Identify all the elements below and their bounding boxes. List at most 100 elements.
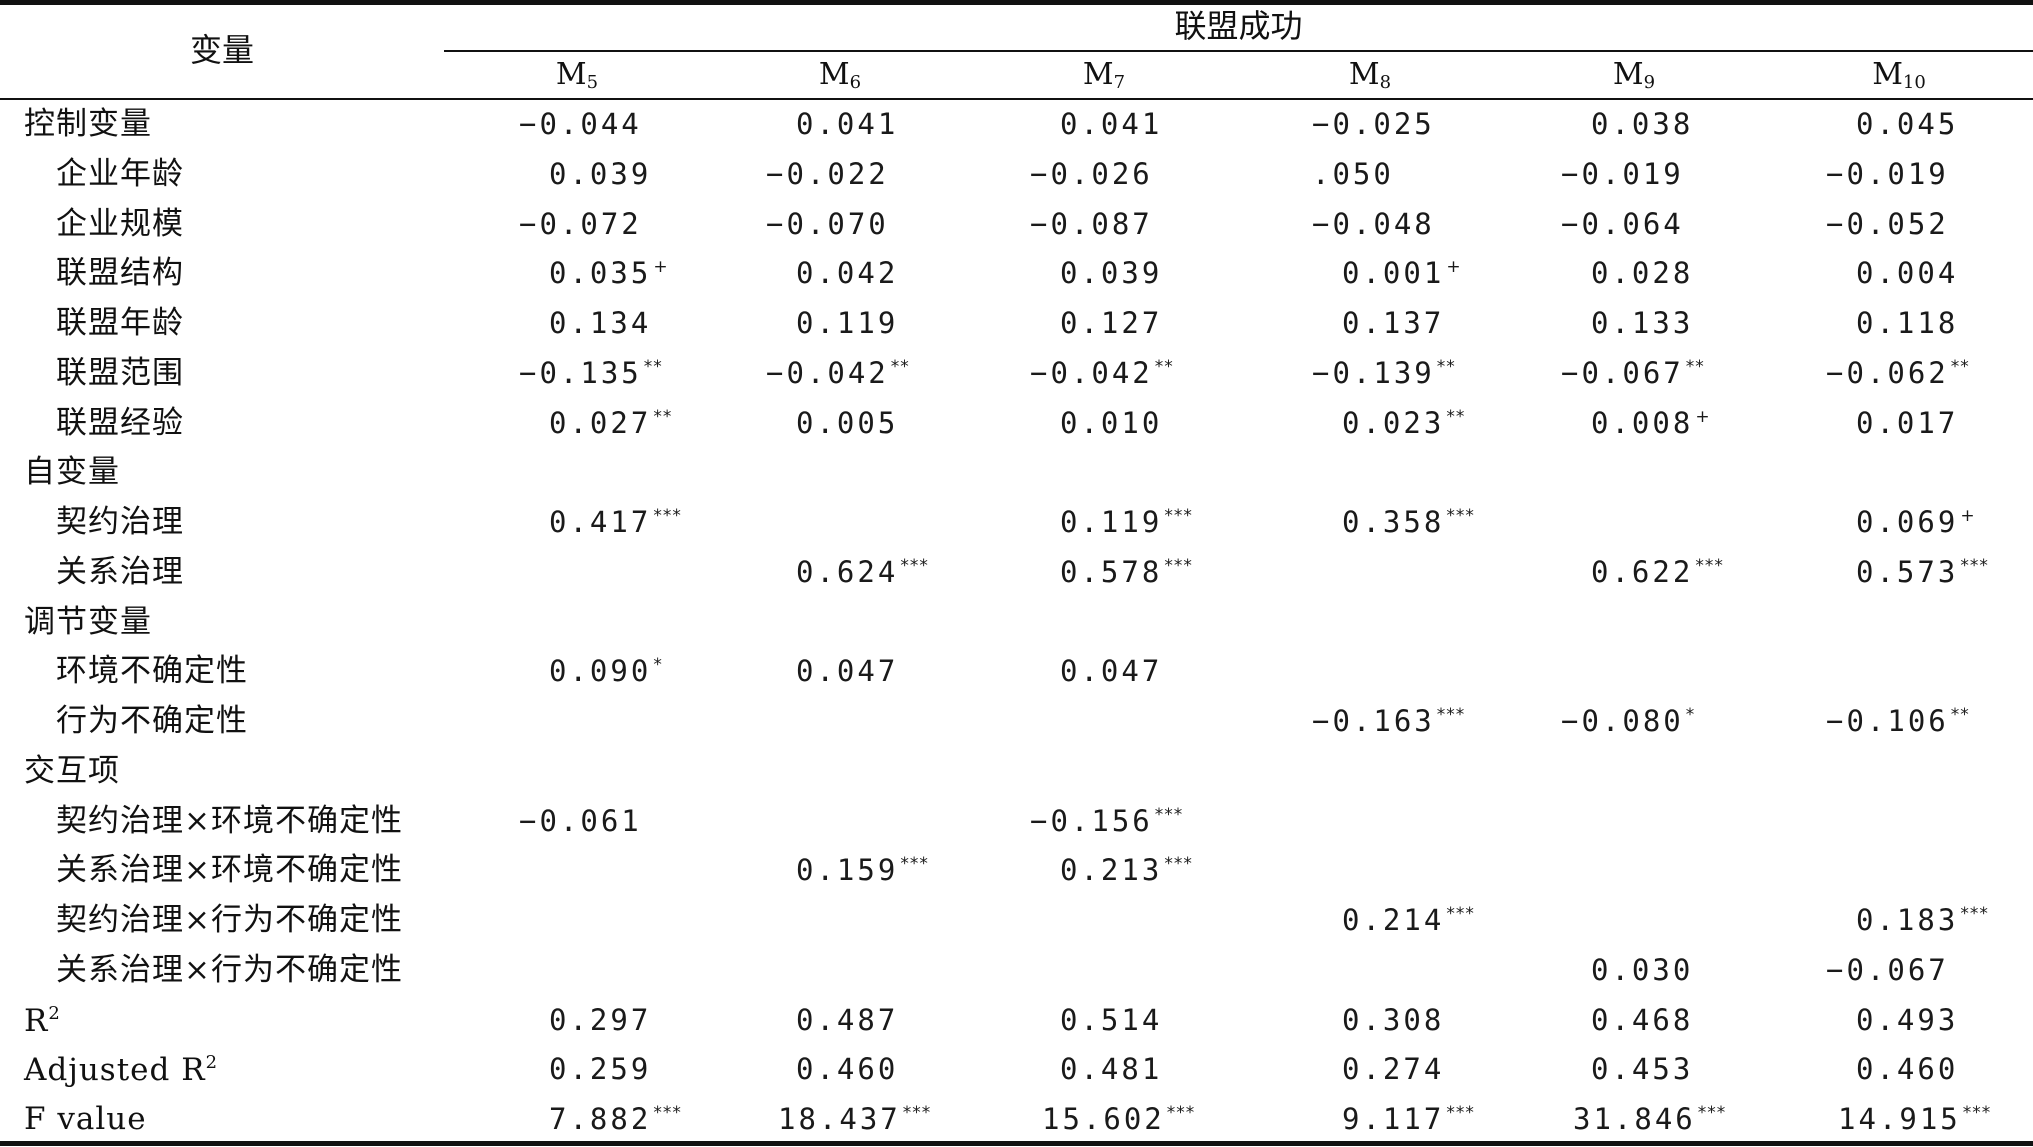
table-cell: 0.159 *** xyxy=(796,853,929,888)
significance-mark: *** xyxy=(1697,1103,1727,1123)
significance-mark: ** xyxy=(890,356,910,377)
table-cell: −0.048 xyxy=(1312,206,1435,241)
table-cell: 0.010 xyxy=(1060,405,1163,440)
table-cell: 0.308 xyxy=(1342,1002,1445,1037)
table-cell: −0.025 xyxy=(1312,107,1435,141)
table-cell: 0.460 xyxy=(796,1052,899,1087)
significance-mark: *** xyxy=(1960,555,1989,576)
table-cell: −0.072 xyxy=(519,206,642,241)
variable-header: 变量 xyxy=(189,31,254,69)
table-cell: 0.133 xyxy=(1591,306,1694,340)
row-label: 联盟年龄 xyxy=(56,305,184,341)
table-cell: 0.008 + xyxy=(1591,405,1711,440)
top-rule xyxy=(0,0,2033,5)
significance-mark: + xyxy=(1695,406,1711,427)
row-label: 契约治理×行为不确定性 xyxy=(56,902,403,938)
row-label: F value xyxy=(24,1101,147,1137)
table-cell: 0.493 xyxy=(1856,1002,1959,1037)
table-cell: 0.460 xyxy=(1856,1052,1959,1087)
model-header-5: M10 xyxy=(1872,57,1926,93)
table-cell: 0.039 xyxy=(549,156,652,191)
table-cell: 0.041 xyxy=(796,107,899,141)
table-cell: 0.297 xyxy=(549,1002,652,1037)
table-cell: 0.468 xyxy=(1591,1002,1694,1037)
row-label: 联盟范围 xyxy=(56,354,184,391)
significance-mark: *** xyxy=(1154,804,1184,825)
table-cell: 0.045 xyxy=(1856,107,1959,141)
table-cell: −0.019 xyxy=(1561,156,1684,191)
table-cell: 0.514 xyxy=(1060,1002,1163,1037)
table-cell: −0.062 ** xyxy=(1826,355,1970,390)
group-rule xyxy=(444,50,2033,52)
table-cell: 0.274 xyxy=(1342,1052,1445,1087)
table-cell: −0.042 ** xyxy=(766,355,910,390)
row-label: 交互项 xyxy=(24,752,120,789)
table-cell: 0.137 xyxy=(1342,306,1445,340)
significance-mark: * xyxy=(1685,705,1696,725)
table-cell: 0.578 *** xyxy=(1060,554,1193,589)
table-cell: 0.573 *** xyxy=(1856,554,1989,589)
table-cell: −0.042 ** xyxy=(1030,355,1174,390)
row-label: 调节变量 xyxy=(24,603,152,640)
significance-mark: ** xyxy=(1446,406,1466,427)
table-cell: −0.044 xyxy=(519,107,642,141)
significance-mark: *** xyxy=(1962,1103,1992,1123)
table-cell: 18.437 *** xyxy=(778,1102,932,1136)
bottom-rule xyxy=(0,1141,2033,1146)
table-cell: 0.417 *** xyxy=(549,505,682,539)
table-cell: −0.139 ** xyxy=(1312,355,1456,390)
table-cell: 0.001 + xyxy=(1342,256,1462,291)
table-cell: 0.358 *** xyxy=(1342,505,1475,539)
table-cell: −0.061 xyxy=(519,803,642,838)
significance-mark: *** xyxy=(1446,1103,1475,1123)
table-cell: 0.624 *** xyxy=(796,554,929,589)
significance-mark: ** xyxy=(653,406,673,427)
header-rule xyxy=(0,98,2033,100)
table-cell: 15.602 *** xyxy=(1042,1102,1196,1136)
row-label: 关系治理×环境不确定性 xyxy=(56,852,403,889)
table-cell: 0.134 xyxy=(549,306,652,340)
significance-mark: *** xyxy=(1446,506,1475,526)
table-cell: 0.035 + xyxy=(549,256,669,291)
table-cell: 14.915 *** xyxy=(1838,1102,1992,1136)
table-cell: −0.019 xyxy=(1826,156,1949,191)
table-cell: .050 xyxy=(1312,156,1394,191)
table-cell: 7.882 *** xyxy=(549,1102,682,1136)
model-header-2: M7 xyxy=(1082,57,1126,93)
table-cell: 0.487 xyxy=(796,1002,899,1037)
significance-mark: *** xyxy=(1164,854,1193,875)
table-cell: 0.453 xyxy=(1591,1052,1694,1087)
row-label: 企业年龄 xyxy=(56,155,184,192)
significance-mark: + xyxy=(1446,257,1462,278)
table-cell: −0.156 *** xyxy=(1030,803,1184,838)
table-cell: 0.028 xyxy=(1591,256,1694,291)
model-header-4: M9 xyxy=(1612,57,1656,93)
table-cell: 0.069 + xyxy=(1856,505,1976,539)
table-cell: −0.087 xyxy=(1030,206,1153,241)
table-cell: −0.070 xyxy=(766,206,889,241)
table-cell: −0.026 xyxy=(1030,156,1153,191)
table-cell: 0.214 *** xyxy=(1342,903,1475,937)
table-cell: −0.080 * xyxy=(1561,704,1696,738)
row-label: Adjusted R2 xyxy=(24,1052,219,1089)
row-label: 联盟结构 xyxy=(56,255,184,292)
significance-mark: ** xyxy=(1436,356,1456,377)
significance-mark: + xyxy=(653,257,669,278)
row-label: R2 xyxy=(24,1002,61,1039)
significance-mark: *** xyxy=(902,1103,932,1123)
table-cell: −0.163 *** xyxy=(1312,704,1466,738)
table-cell: 0.213 *** xyxy=(1060,853,1193,888)
table-cell: 0.027 ** xyxy=(549,405,673,440)
row-label: 控制变量 xyxy=(24,106,152,142)
table-cell: 0.118 xyxy=(1856,306,1959,340)
significance-mark: ** xyxy=(643,356,663,377)
table-cell: 0.259 xyxy=(549,1052,652,1087)
significance-mark: ** xyxy=(1154,356,1174,377)
table-cell: 0.017 xyxy=(1856,405,1959,440)
model-header-3: M8 xyxy=(1348,57,1392,93)
row-label: 契约治理 xyxy=(56,504,184,540)
significance-mark: *** xyxy=(1164,506,1193,526)
significance-mark: *** xyxy=(1436,705,1466,725)
row-label: 自变量 xyxy=(24,454,120,491)
